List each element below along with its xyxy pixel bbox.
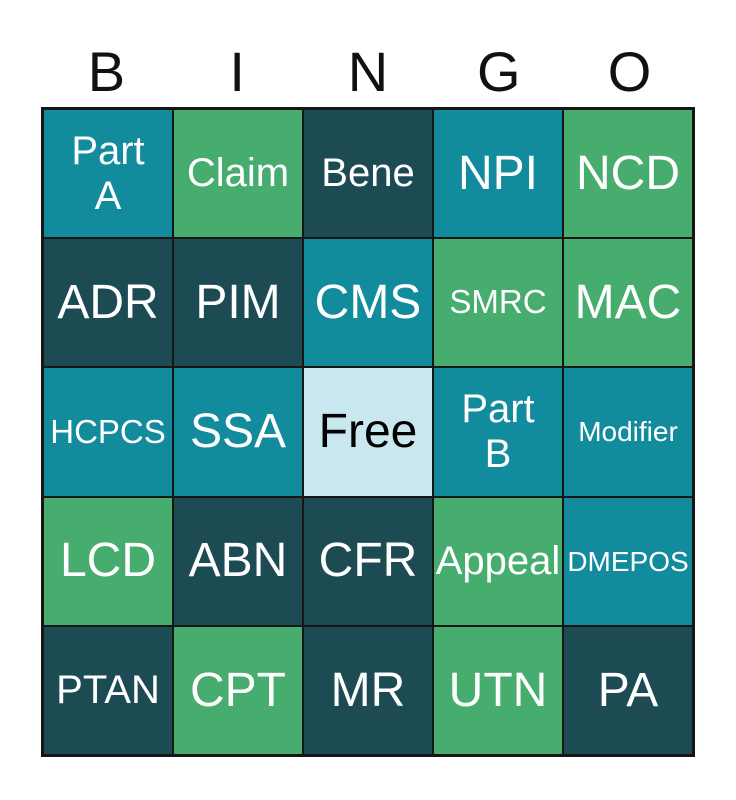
bingo-header-letter-o: O bbox=[607, 40, 652, 103]
bingo-cell-label: CMS bbox=[314, 275, 422, 329]
bingo-cell-label: CPT bbox=[190, 663, 286, 717]
bingo-cell-label: HCPCS bbox=[50, 412, 166, 450]
bingo-cell-adr[interactable]: ADR bbox=[43, 238, 173, 368]
bingo-cell-label: LCD bbox=[59, 534, 157, 588]
bingo-cell-abn[interactable]: ABN bbox=[173, 496, 303, 626]
bingo-cell-label: PIM bbox=[195, 275, 281, 329]
bingo-cell-label: PTAN bbox=[56, 667, 160, 712]
bingo-cell-smrc[interactable]: SMRC bbox=[433, 238, 563, 368]
bingo-cell-ssa[interactable]: SSA bbox=[173, 367, 303, 497]
bingo-cell-label: Modifier bbox=[578, 416, 678, 448]
bingo-cell-pa[interactable]: PA bbox=[563, 625, 693, 755]
bingo-grid: Part A Claim Bene NPI NCD ADR PIM CMS SMRC MAC HCP… bbox=[41, 107, 695, 757]
bingo-cell-cfr[interactable]: CFR bbox=[303, 496, 433, 626]
bingo-cell-free[interactable]: Free bbox=[303, 367, 433, 497]
bingo-cell-appeal[interactable]: Appeal bbox=[433, 496, 563, 626]
bingo-cell-ptan[interactable]: PTAN bbox=[43, 625, 173, 755]
bingo-cell-utn[interactable]: UTN bbox=[433, 625, 563, 755]
bingo-cell-mac[interactable]: MAC bbox=[563, 238, 693, 368]
bingo-cell-label: Part A bbox=[71, 128, 145, 218]
bingo-cell-part-a[interactable]: Part A bbox=[43, 109, 173, 239]
bingo-cell-label: CFR bbox=[318, 534, 418, 588]
bingo-cell-bene[interactable]: Bene bbox=[303, 109, 433, 239]
bingo-cell-label: PA bbox=[597, 663, 659, 717]
bingo-cell-label: UTN bbox=[448, 663, 548, 717]
bingo-cell-part-b[interactable]: Part B bbox=[433, 367, 563, 497]
bingo-cell-label: DMEPOS bbox=[567, 545, 689, 577]
bingo-cell-label: SSA bbox=[189, 405, 287, 459]
bingo-cell-mr[interactable]: MR bbox=[303, 625, 433, 755]
bingo-cell-label: Appeal bbox=[435, 538, 561, 583]
bingo-cell-pim[interactable]: PIM bbox=[173, 238, 303, 368]
bingo-cell-label: Claim bbox=[186, 151, 290, 196]
bingo-header-letter-b: B bbox=[87, 40, 126, 103]
bingo-cell-label: SMRC bbox=[449, 283, 547, 321]
bingo-header-letter-g: G bbox=[477, 40, 521, 103]
bingo-cell-label: Part B bbox=[461, 387, 535, 476]
bingo-cell-label: ADR bbox=[57, 275, 159, 329]
bingo-cell-lcd[interactable]: LCD bbox=[43, 496, 173, 626]
bingo-cell-cms[interactable]: CMS bbox=[303, 238, 433, 368]
bingo-cell-label: MR bbox=[330, 663, 406, 717]
bingo-cell-cpt[interactable]: CPT bbox=[173, 625, 303, 755]
bingo-cell-npi[interactable]: NPI bbox=[433, 109, 563, 239]
bingo-header-letter-i: I bbox=[229, 40, 245, 103]
bingo-cell-label: Free bbox=[318, 405, 418, 459]
bingo-cell-label: NCD bbox=[576, 146, 680, 200]
bingo-cell-hcpcs[interactable]: HCPCS bbox=[43, 367, 173, 497]
bingo-cell-label: MAC bbox=[574, 275, 682, 329]
bingo-cell-label: NPI bbox=[457, 146, 538, 200]
bingo-cell-ncd[interactable]: NCD bbox=[563, 109, 693, 239]
bingo-cell-label: ABN bbox=[188, 534, 288, 588]
bingo-cell-label: Bene bbox=[321, 151, 415, 196]
bingo-cell-modifier[interactable]: Modifier bbox=[563, 367, 693, 497]
bingo-cell-claim[interactable]: Claim bbox=[173, 109, 303, 239]
bingo-header-letter-n: N bbox=[347, 40, 389, 103]
bingo-cell-dmepos[interactable]: DMEPOS bbox=[563, 496, 693, 626]
